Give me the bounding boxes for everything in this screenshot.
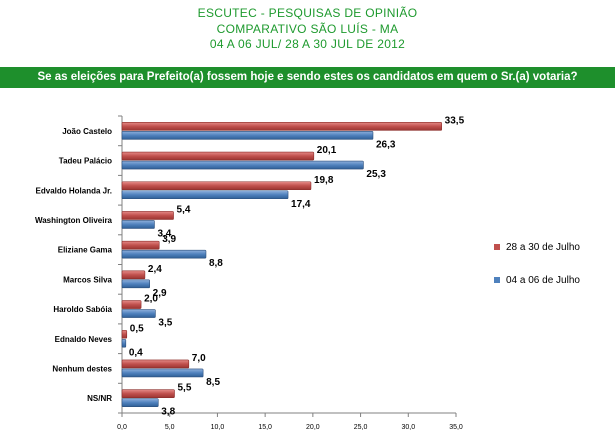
data-label: 3,4 (157, 228, 171, 239)
category-label: Tadeu Palácio (59, 157, 112, 166)
data-label: 2,4 (148, 264, 162, 275)
category-label: Eliziane Gama (58, 246, 113, 255)
legend-label: 04 a 06 de Julho (506, 274, 580, 286)
chart-legend: 28 a 30 de Julho 04 a 06 de Julho (494, 240, 612, 306)
bar-04-06-julho (121, 249, 207, 259)
data-label: 0,4 (129, 347, 143, 358)
data-label: 19,8 (314, 175, 334, 186)
bar-28-30-julho (121, 151, 315, 161)
x-tick-label: 30,0 (401, 424, 415, 431)
category-label: Marcos Silva (63, 275, 112, 284)
data-label: 8,5 (206, 377, 220, 388)
x-tick-label: 10,0 (211, 424, 225, 431)
header-date-range: 04 A 06 JUL/ 28 A 30 JUL DE 2012 (209, 37, 406, 51)
bar-28-30-julho (121, 211, 174, 220)
bar-28-30-julho (121, 300, 142, 309)
bar-04-06-julho (121, 131, 374, 140)
legend-label: 28 a 30 de Julho (506, 241, 580, 253)
report-header: ESCUTEC - PESQUISAS DE OPINIÃO COMPARATI… (0, 6, 615, 53)
bar-04-06-julho (121, 160, 364, 170)
data-label: 26,3 (376, 139, 396, 150)
category-label: Nenhum destes (52, 364, 112, 373)
data-label: 3,5 (158, 318, 172, 329)
question-banner: Se as eleições para Prefeito(a) fossem h… (0, 67, 615, 88)
header-subtitle: COMPARATIVO SÃO LUÍS - MA (216, 21, 399, 36)
legend-swatch-red (494, 244, 500, 250)
data-label: 20,1 (317, 145, 337, 156)
bar-04-06-julho (121, 309, 156, 318)
x-tick-label: 5,0 (165, 424, 175, 431)
x-tick-label: 15,0 (258, 424, 272, 431)
x-tick-label: 25,0 (354, 424, 368, 431)
x-tick-label: 35,0 (449, 424, 463, 431)
category-label: NS/NR (87, 394, 112, 403)
data-label: 8,8 (209, 258, 223, 269)
x-tick-label: 0,0 (117, 424, 127, 431)
bar-04-06-julho (121, 279, 150, 289)
bar-28-30-julho (121, 329, 128, 339)
bar-28-30-julho (121, 270, 146, 280)
data-label: 3,9 (162, 234, 176, 245)
category-label: João Castelo (62, 127, 112, 136)
data-label: 2,0 (144, 294, 158, 305)
category-label: Washington Oliveira (35, 216, 113, 225)
data-label: 3,8 (161, 407, 175, 418)
legend-item-04-06-julho: 04 a 06 de Julho (494, 273, 612, 287)
legend-swatch-blue (494, 277, 500, 283)
bar-28-30-julho (121, 359, 190, 369)
data-label: 33,5 (445, 115, 465, 126)
bar-28-30-julho (121, 389, 175, 398)
bar-04-06-julho (121, 220, 155, 229)
bar-04-06-julho (121, 338, 127, 348)
data-label: 17,4 (291, 199, 311, 210)
data-label: 25,3 (366, 169, 386, 180)
data-label: 5,5 (177, 383, 191, 394)
bar-04-06-julho (121, 190, 289, 200)
bar-04-06-julho (121, 368, 204, 378)
data-label: 5,4 (177, 204, 191, 215)
data-label: 7,0 (192, 353, 206, 364)
bar-04-06-julho (121, 398, 159, 407)
category-label: Ednaldo Neves (55, 335, 113, 344)
bar-28-30-julho (121, 240, 160, 250)
category-label: Edvaldo Holanda Jr. (36, 186, 112, 195)
data-label: 0,5 (130, 323, 144, 334)
header-title: ESCUTEC - PESQUISAS DE OPINIÃO (197, 6, 418, 20)
data-label: 2,9 (153, 288, 167, 299)
x-tick-label: 20,0 (306, 424, 320, 431)
legend-item-28-30-julho: 28 a 30 de Julho (494, 240, 612, 254)
category-label: Haroldo Sabóia (53, 305, 112, 314)
bar-28-30-julho (121, 181, 312, 191)
bar-28-30-julho (121, 122, 442, 131)
